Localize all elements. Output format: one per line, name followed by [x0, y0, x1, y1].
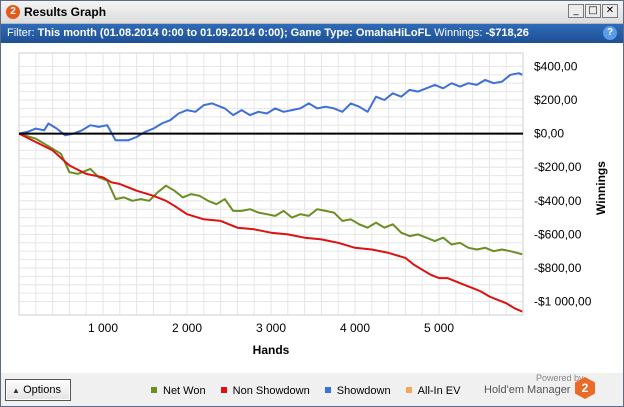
legend-swatch [405, 387, 412, 394]
minimize-button[interactable]: _ [568, 4, 584, 18]
legend-label: Net Won [163, 385, 206, 397]
chart-axes: 1 000 2 000 3 000 4 000 5 000 $400,00 $200,00 $… [19, 59, 608, 357]
legend-item-net-won[interactable]: Net Won [151, 385, 206, 397]
powered-by-text: Powered by [536, 373, 584, 383]
filter-bar: Filter: This month (01.08.2014 0:00 to 0… [1, 24, 623, 43]
x-tick-label: 1 000 [88, 321, 118, 335]
series-line-showdown [18, 72, 523, 142]
help-icon[interactable]: ? [603, 26, 617, 40]
y-tick-label: $200,00 [534, 93, 578, 107]
winnings-value: -$718,26 [485, 27, 529, 39]
chart-legend: Net Won Non Showdown Showdown All-In EV [151, 385, 472, 397]
hem-logo-icon: 2 [575, 377, 595, 399]
options-button[interactable]: ▲ Options [5, 379, 71, 401]
series-line-non-showdown [18, 132, 523, 313]
chart-series [18, 72, 523, 313]
y-tick-label: $400,00 [534, 59, 578, 73]
plot-border [18, 52, 524, 316]
x-axis-title: Hands [253, 343, 290, 357]
legend-label: Non Showdown [232, 385, 310, 397]
results-chart: 1 000 2 000 3 000 4 000 5 000 $400,00 $200,00 $… [18, 52, 608, 357]
legend-item-non-showdown[interactable]: Non Showdown [220, 385, 310, 397]
options-label: Options [23, 384, 61, 396]
legend-item-showdown[interactable]: Showdown [324, 385, 391, 397]
product-name: Hold'em Manager [484, 384, 571, 396]
expand-arrow-icon: ▲ [12, 386, 20, 395]
y-tick-label: -$400,00 [534, 194, 582, 208]
legend-item-all-in-ev[interactable]: All-In EV [405, 385, 461, 397]
series-line-net-won [18, 132, 523, 256]
bottom-bar: ▲ Options Net Won Non Showdown Showdown … [1, 373, 623, 406]
x-tick-label: 5 000 [424, 321, 454, 335]
filter-description: This month (01.08.2014 0:00 to 01.09.201… [37, 27, 432, 39]
legend-swatch [324, 387, 331, 394]
y-tick-label: -$800,00 [534, 261, 582, 275]
legend-swatch [151, 387, 157, 394]
legend-swatch [220, 387, 227, 394]
hem-app-icon: 2 [6, 5, 20, 19]
y-tick-label: -$1 000,00 [534, 295, 592, 309]
filter-prefix: Filter: [7, 27, 38, 39]
winnings-label: Winnings: [431, 27, 486, 39]
x-tick-label: 3 000 [256, 321, 286, 335]
window-title: Results Graph [24, 5, 107, 19]
maximize-button[interactable]: □ [585, 4, 601, 18]
legend-label: Showdown [336, 385, 391, 397]
y-tick-label: $0,00 [534, 127, 564, 141]
title-bar[interactable]: 2 Results Graph _ □ ✕ [1, 1, 623, 24]
x-tick-label: 2 000 [172, 321, 202, 335]
y-tick-label: -$200,00 [534, 160, 582, 174]
y-axis-title: Winnings [594, 161, 608, 215]
chart-grid [18, 52, 524, 316]
close-button[interactable]: ✕ [602, 4, 618, 18]
x-tick-label: 4 000 [340, 321, 370, 335]
chart-area: 1 000 2 000 3 000 4 000 5 000 $400,00 $200,00 $… [1, 43, 623, 373]
legend-label: All-In EV [417, 385, 461, 397]
y-tick-label: -$600,00 [534, 227, 582, 241]
